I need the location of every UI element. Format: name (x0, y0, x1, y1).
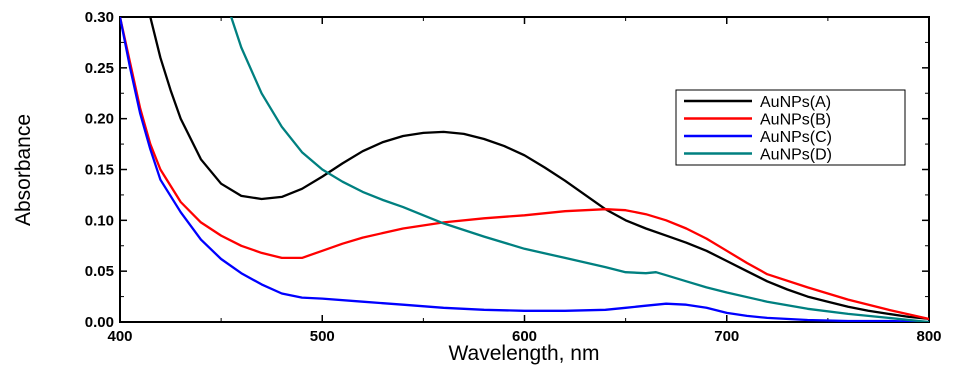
x-tick-label: 400 (107, 328, 132, 345)
series-line-aunps-d (230, 17, 929, 322)
legend-label: AuNPs(C) (760, 129, 832, 146)
x-tick-label: 500 (310, 328, 335, 345)
x-axis-title: Wavelength, nm (449, 342, 600, 365)
series-line-aunps-a (149, 17, 929, 321)
y-tick-label: 0.20 (85, 111, 114, 128)
series-line-aunps-c (120, 17, 929, 322)
x-tick-label: 700 (714, 328, 739, 345)
x-tick-label: 600 (512, 328, 537, 345)
y-tick-label: 0.15 (85, 162, 114, 179)
y-axis-title: Absorbance (12, 114, 35, 226)
plot-area-frame (119, 16, 930, 323)
y-tick-label: 0.30 (85, 9, 114, 26)
legend-label: AuNPs(D) (760, 147, 832, 164)
legend: AuNPs(A)AuNPs(B)AuNPs(C)AuNPs(D) (675, 89, 906, 166)
x-tick-label: 800 (916, 328, 941, 345)
y-tick-label: 0.05 (85, 263, 114, 280)
series-layer (120, 17, 929, 322)
legend-label: AuNPs(B) (760, 112, 831, 129)
axis-ticks: 400 500 600 700 800 0.00 0.05 0.10 0.15 0.20 0.25 0… (85, 9, 942, 345)
y-tick-label: 0.25 (85, 60, 114, 77)
y-tick-label: 0.10 (85, 212, 114, 229)
legend-label: AuNPs(A) (760, 94, 831, 111)
y-tick-label: 0.00 (85, 314, 114, 331)
